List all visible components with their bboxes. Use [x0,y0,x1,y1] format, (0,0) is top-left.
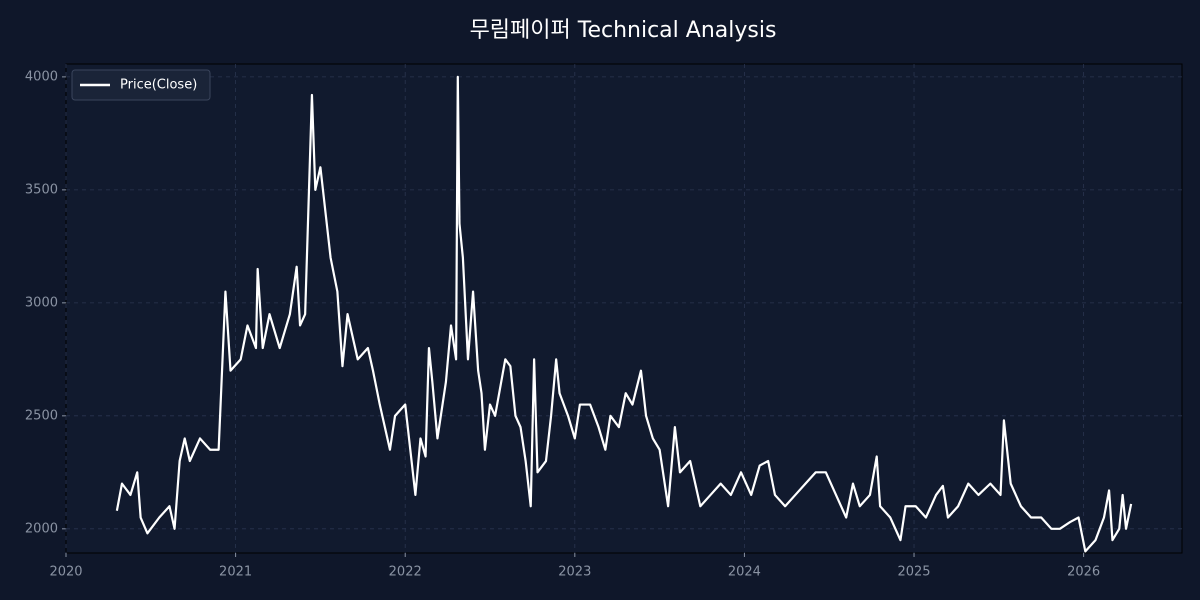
x-tick-label: 2023 [558,565,591,580]
x-tick-label: 2025 [897,565,930,580]
legend-box [71,69,211,101]
x-tick-label: 2020 [49,565,82,580]
y-tick-label: 2000 [25,521,58,536]
y-tick-label: 4000 [25,69,58,84]
y-tick-label: 3000 [25,295,58,310]
x-tick-label: 2026 [1067,565,1100,580]
price-line [115,75,1133,553]
x-tick-label: 2022 [389,565,422,580]
chart-title: 무림페이퍼 Technical Analysis [470,18,777,43]
x-tick-label: 2021 [219,565,252,580]
y-tick-label: 2500 [25,408,58,423]
x-tick-label: 2024 [728,565,761,580]
plot-area [65,63,1183,554]
legend-label: Price(Close) [120,78,197,93]
y-tick-label: 3500 [25,182,58,197]
